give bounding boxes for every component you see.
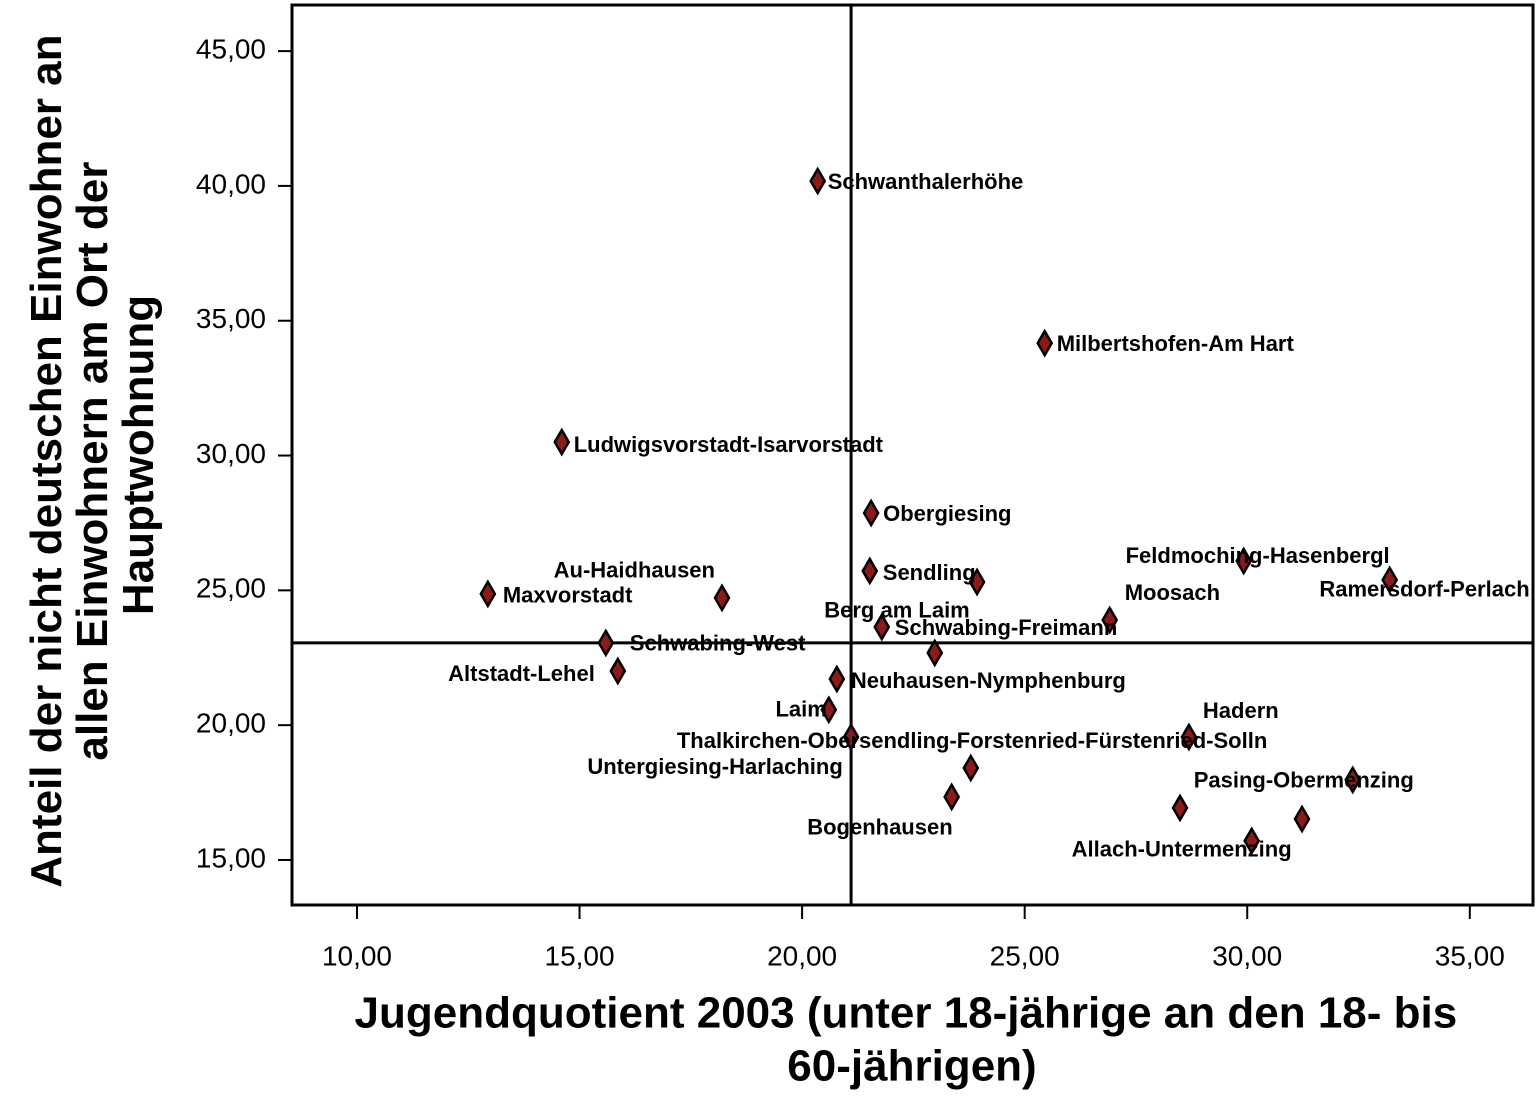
data-point	[1180, 722, 1198, 752]
data-point	[1381, 565, 1399, 595]
point-label: Feldmoching-Hasenbergl	[1126, 543, 1390, 568]
x-tick-label: 15,00	[545, 940, 615, 971]
data-point	[943, 782, 961, 812]
point-label: Milbertshofen-Am Hart	[1057, 331, 1295, 356]
point-label: Laim	[775, 697, 826, 722]
data-point	[713, 583, 731, 613]
point-label: Allach-Untermenzing	[1072, 837, 1292, 862]
data-point	[1036, 328, 1054, 358]
data-point	[809, 166, 827, 196]
data-point	[597, 628, 615, 658]
point-label: Schwanthalerhöhe	[828, 169, 1024, 194]
data-point	[1101, 605, 1119, 635]
y-tick-label: 35,00	[196, 303, 266, 334]
point-label: Obergiesing	[883, 501, 1011, 526]
data-point	[926, 638, 944, 668]
point-label: Neuhausen-Nymphenburg	[851, 668, 1126, 693]
data-point	[828, 664, 846, 694]
y-tick-label: 45,00	[196, 33, 266, 64]
x-tick-label: 20,00	[767, 940, 837, 971]
point-label: Altstadt-Lehel	[448, 661, 595, 686]
data-point	[968, 567, 986, 597]
data-point	[873, 612, 891, 642]
y-tick-label: 25,00	[196, 573, 266, 604]
point-label: Bogenhausen	[807, 815, 952, 840]
data-point	[553, 427, 571, 457]
x-tick-label: 25,00	[990, 940, 1060, 971]
point-label: Moosach	[1125, 580, 1220, 605]
point-label: Thalkirchen-Obersendling-Forstenried-Für…	[677, 728, 1267, 753]
point-label: Ramersdorf-Perlach	[1319, 577, 1529, 602]
point-label: Ludwigsvorstadt-Isarvorstadt	[574, 432, 884, 457]
y-tick-label: 40,00	[196, 168, 266, 199]
y-tick-label: 30,00	[196, 438, 266, 469]
point-label: Untergiesing-Harlaching	[587, 754, 842, 779]
point-label: Pasing-Obermenzing	[1194, 768, 1414, 793]
point-label: Berg am Laim	[824, 598, 970, 623]
data-point	[1235, 546, 1253, 576]
data-point	[1171, 793, 1189, 823]
data-point	[479, 579, 497, 609]
data-point	[1293, 804, 1311, 834]
data-point	[1243, 826, 1261, 856]
x-tick-label: 35,00	[1435, 940, 1505, 971]
y-axis-title: Anteil der nicht deutschen Einwohner an …	[22, 22, 163, 887]
point-label: Au-Haidhausen	[554, 558, 715, 583]
data-point	[1344, 765, 1362, 795]
data-point	[861, 556, 879, 586]
point-label: Hadern	[1203, 698, 1279, 723]
data-point	[609, 656, 627, 686]
x-tick-label: 30,00	[1212, 940, 1282, 971]
point-label: Schwabing-West	[630, 631, 806, 656]
y-tick-label: 20,00	[196, 708, 266, 739]
point-label: Sendling	[883, 560, 976, 585]
data-point	[820, 695, 838, 725]
point-label: Schwabing-Freimann	[895, 615, 1117, 640]
x-tick-label: 10,00	[322, 940, 392, 971]
point-label: Maxvorstadt	[503, 583, 633, 608]
y-tick-label: 15,00	[196, 842, 266, 873]
data-point	[862, 498, 880, 528]
data-point	[842, 722, 860, 752]
data-point	[962, 753, 980, 783]
x-axis-title: Jugendquotient 2003 (unter 18-jährige an…	[355, 988, 1470, 1090]
